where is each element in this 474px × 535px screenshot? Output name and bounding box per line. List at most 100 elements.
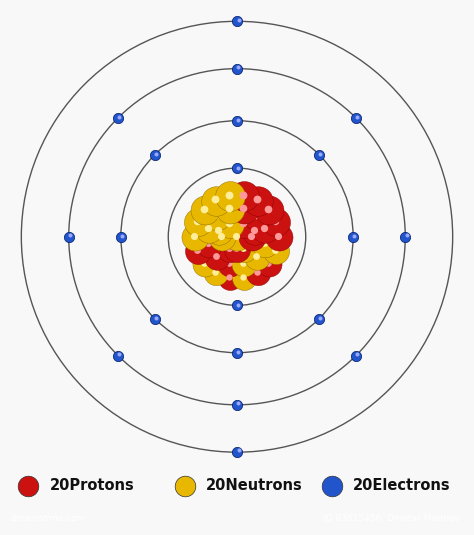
Point	[250, 225, 257, 234]
Point	[225, 244, 232, 253]
Point	[354, 112, 361, 121]
Point	[200, 258, 208, 267]
Point	[253, 211, 260, 220]
Point	[352, 351, 360, 360]
Point	[206, 240, 213, 248]
Point	[352, 113, 360, 122]
Point	[354, 350, 361, 358]
Point	[239, 219, 247, 227]
Point	[261, 225, 268, 234]
Point	[211, 195, 219, 204]
Point	[239, 244, 247, 253]
Point	[233, 64, 241, 73]
Point	[240, 274, 248, 282]
Point	[213, 253, 220, 261]
Point	[233, 448, 241, 456]
Point	[316, 314, 324, 322]
Point	[191, 232, 199, 241]
Point	[225, 273, 232, 281]
Point	[403, 231, 410, 240]
Point	[226, 220, 233, 228]
Point	[233, 245, 241, 254]
Point	[316, 149, 324, 158]
Point	[225, 219, 232, 227]
Point	[116, 112, 123, 121]
Point	[234, 348, 242, 356]
Point	[315, 150, 323, 159]
Point	[260, 224, 267, 233]
Point	[194, 218, 201, 227]
Point	[193, 246, 201, 254]
Point	[214, 225, 222, 234]
Point	[253, 251, 260, 260]
Point	[233, 117, 241, 125]
Point	[212, 196, 220, 205]
Point	[200, 204, 208, 213]
Point	[350, 232, 358, 240]
Point	[212, 211, 219, 220]
Point	[194, 247, 201, 255]
Point	[25, 482, 32, 490]
Point	[206, 225, 213, 234]
Point	[234, 116, 242, 124]
Point	[213, 212, 220, 221]
Point	[247, 232, 255, 240]
Point	[116, 350, 123, 358]
Point	[65, 232, 73, 241]
Point	[239, 204, 247, 212]
Point	[239, 190, 247, 199]
Point	[241, 260, 248, 269]
Point	[226, 260, 233, 269]
Point	[226, 205, 233, 213]
Point	[264, 204, 272, 213]
Point	[118, 232, 126, 240]
Point	[253, 195, 261, 204]
Point	[265, 205, 273, 214]
Point	[66, 231, 74, 240]
Point	[204, 239, 212, 247]
Point	[234, 163, 241, 172]
Point	[274, 232, 282, 240]
Point	[254, 253, 261, 261]
Point	[225, 259, 232, 268]
Point	[272, 246, 279, 254]
Text: ID 83615456  Dimitar Marinov: ID 83615456 Dimitar Marinov	[323, 514, 460, 523]
Point	[190, 232, 198, 240]
Point	[239, 259, 247, 268]
Point	[218, 232, 225, 240]
Point	[233, 348, 241, 357]
Point	[225, 190, 232, 199]
Point	[235, 446, 243, 455]
Point	[114, 113, 122, 122]
Point	[151, 315, 159, 323]
Point	[233, 17, 241, 26]
Point	[254, 212, 261, 221]
Point	[114, 351, 122, 360]
Point	[251, 226, 259, 235]
Point	[226, 245, 233, 254]
Text: dreamstime.com: dreamstime.com	[9, 514, 86, 523]
Point	[117, 232, 125, 241]
Point	[328, 482, 336, 490]
Point	[315, 315, 323, 323]
Point	[215, 226, 223, 235]
Point	[273, 218, 280, 227]
Point	[240, 220, 248, 228]
Point	[233, 232, 241, 241]
Point	[232, 232, 240, 240]
Point	[193, 217, 201, 226]
Point	[261, 240, 268, 248]
Point	[152, 314, 160, 322]
Point	[201, 205, 209, 214]
Point	[233, 301, 241, 310]
Point	[260, 239, 267, 247]
Point	[152, 149, 160, 158]
Point	[241, 205, 248, 213]
Point	[211, 268, 219, 276]
Point	[151, 150, 159, 159]
Point	[254, 269, 262, 277]
Point	[401, 233, 409, 241]
Point	[201, 259, 209, 268]
Point	[265, 259, 273, 268]
Point	[225, 204, 232, 212]
